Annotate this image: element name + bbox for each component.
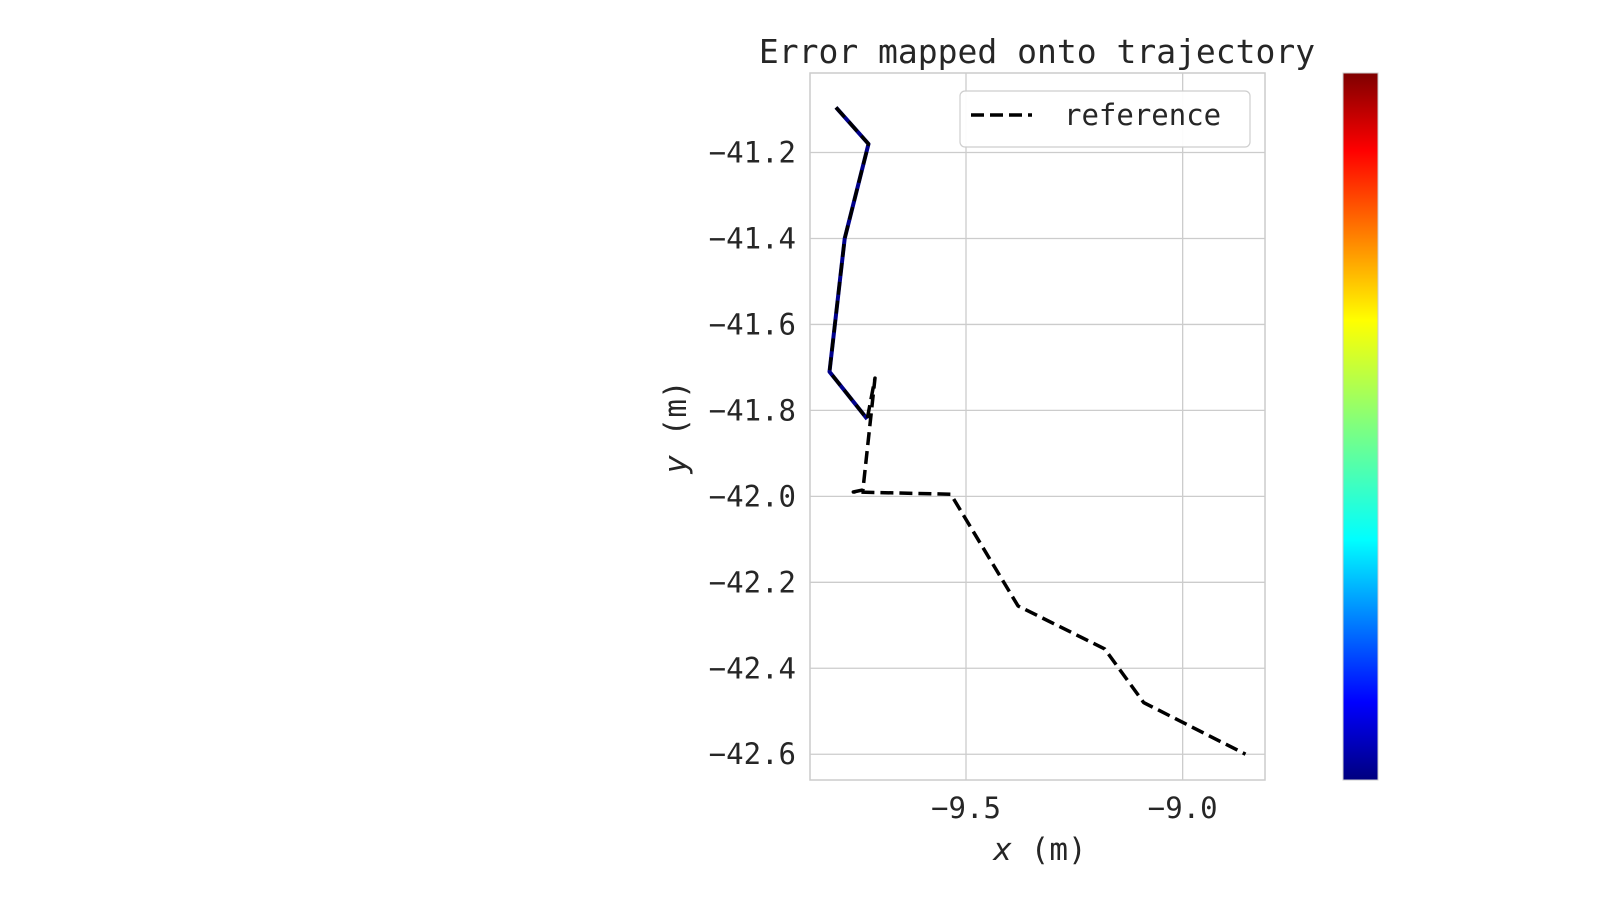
plot-area <box>810 73 1265 780</box>
legend-box <box>959 90 1251 148</box>
estimated-trajectory-line <box>827 106 871 421</box>
grid-lines <box>810 73 1265 780</box>
y-tick-label: −41.8 <box>709 393 796 427</box>
y-tick-label: −42.6 <box>709 737 796 771</box>
legend: reference <box>959 90 1251 148</box>
plot-frame <box>809 72 1266 781</box>
y-tick-labels: −41.2 −41.4 −41.6 −41.8 −42.0 −42.2 −42.4 −42.6 <box>709 136 796 772</box>
y-tick-label: −42.4 <box>709 651 796 685</box>
y-tick-label: −41.6 <box>709 307 796 341</box>
series-lines <box>827 106 1247 756</box>
reference-trajectory-line <box>827 106 1247 756</box>
chart-title: Error mapped onto trajectory <box>759 32 1315 71</box>
colorbar <box>1342 72 1379 781</box>
x-tick-labels: −9.5 −9.0 <box>931 791 1218 825</box>
y-tick-label: −41.2 <box>709 136 796 170</box>
legend-label-reference: reference <box>1064 98 1221 132</box>
x-tick-label: −9.0 <box>1148 791 1218 825</box>
y-tick-label: −42.2 <box>709 565 796 599</box>
y-tick-label: −42.0 <box>709 479 796 513</box>
x-tick-label: −9.5 <box>931 791 1001 825</box>
x-axis-label: x (m) <box>991 832 1086 868</box>
y-tick-label: −41.4 <box>709 221 796 255</box>
y-axis-label: y (m) <box>658 380 694 474</box>
